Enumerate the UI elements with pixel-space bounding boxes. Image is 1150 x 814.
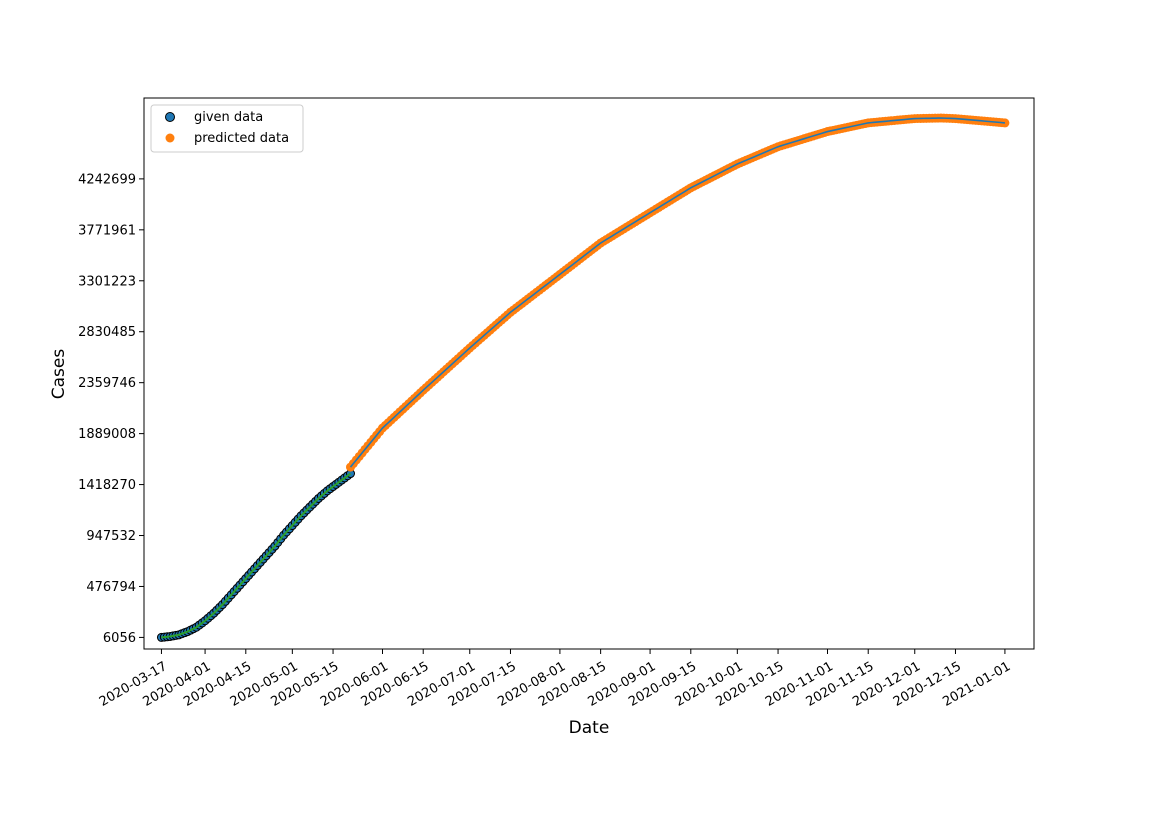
y-tick-label: 2830485: [78, 325, 136, 340]
y-axis-ticks: 6056 476794 947532 1418270 1889008 2359746 283…: [78, 172, 144, 646]
y-axis-title: Cases: [49, 349, 69, 400]
legend-marker-predicted-data: [165, 133, 175, 143]
legend-label-predicted-data: predicted data: [194, 131, 289, 146]
given-data-line: [161, 472, 352, 639]
predicted-data-line: [349, 117, 1005, 468]
x-axis-ticks: 2020-03-172020-04-012020-04-152020-05-01…: [97, 649, 1013, 710]
x-axis-title: Date: [569, 718, 610, 738]
y-tick-label: 3301223: [78, 274, 136, 289]
legend-marker-given-data: [165, 112, 175, 122]
legend: given data predicted data: [150, 104, 304, 153]
plot-frame: [143, 97, 1035, 650]
legend-frame: [150, 104, 304, 153]
y-tick-label: 4242699: [78, 172, 136, 187]
y-tick-label: 1418270: [78, 478, 136, 493]
y-tick-label: 6056: [103, 631, 136, 646]
plot-area: [144, 98, 1034, 649]
y-tick-label: 1889008: [78, 427, 136, 442]
series-layer: [156, 113, 1010, 642]
y-tick-label: 476794: [86, 580, 136, 595]
legend-label-given-data: given data: [194, 110, 263, 125]
y-tick-label: 2359746: [78, 376, 136, 391]
y-tick-label: 3771961: [78, 223, 136, 238]
y-tick-label: 947532: [86, 529, 136, 544]
